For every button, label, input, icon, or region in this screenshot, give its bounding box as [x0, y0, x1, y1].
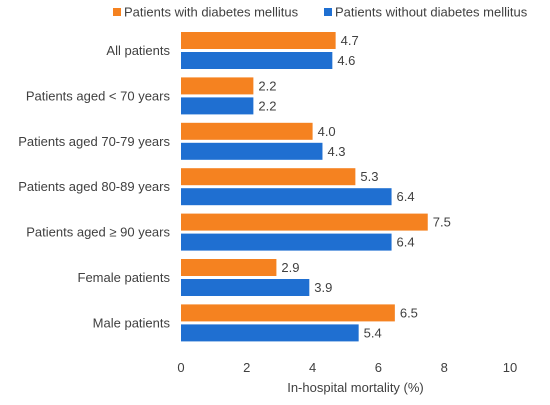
bar-without-diabetes-1	[181, 97, 254, 115]
x-axis-title: In-hospital mortality (%)	[287, 380, 424, 395]
bars-group	[181, 32, 428, 342]
category-labels: All patients Patients aged < 70 years Pati…	[18, 43, 170, 330]
x-tick-label-3: 6	[375, 360, 382, 375]
bar-with-diabetes-3	[181, 168, 356, 186]
x-tick-labels: 0 2 4 6 8 10	[177, 360, 517, 375]
x-tick-label-0: 0	[177, 360, 184, 375]
bar-without-diabetes-6	[181, 324, 359, 342]
bar-without-diabetes-4	[181, 233, 392, 251]
category-label-5: Female patients	[78, 270, 171, 285]
value-label-with-diabetes-1: 2.2	[258, 78, 276, 93]
bar-with-diabetes-0	[181, 32, 336, 49]
value-label-with-diabetes-2: 4.0	[318, 124, 336, 139]
value-label-with-diabetes-6: 6.5	[400, 305, 418, 320]
category-label-0: All patients	[106, 43, 170, 58]
x-tick-label-4: 8	[441, 360, 448, 375]
category-label-1: Patients aged < 70 years	[26, 88, 171, 103]
value-label-with-diabetes-0: 4.7	[341, 33, 359, 48]
legend-label-without-diabetes: Patients without diabetes mellitus	[335, 5, 528, 20]
category-label-3: Patients aged 80-89 years	[18, 179, 170, 194]
x-tick-label-2: 4	[309, 360, 316, 375]
bar-without-diabetes-2	[181, 142, 323, 160]
legend-swatch-with-diabetes	[113, 8, 121, 16]
value-label-with-diabetes-3: 5.3	[360, 169, 378, 184]
x-tick-label-5: 10	[503, 360, 517, 375]
value-label-without-diabetes-3: 6.4	[397, 189, 415, 204]
value-label-without-diabetes-4: 6.4	[397, 235, 415, 250]
legend-label-with-diabetes: Patients with diabetes mellitus	[124, 5, 299, 20]
category-label-2: Patients aged 70-79 years	[18, 134, 170, 149]
bar-without-diabetes-5	[181, 279, 310, 296]
value-label-without-diabetes-2: 4.3	[327, 144, 345, 159]
x-tick-label-1: 2	[243, 360, 250, 375]
value-label-without-diabetes-6: 5.4	[364, 325, 382, 340]
category-label-4: Patients aged ≥ 90 years	[26, 225, 170, 240]
bar-with-diabetes-2	[181, 122, 313, 140]
legend: Patients with diabetes mellitus Patients …	[113, 5, 528, 20]
value-label-without-diabetes-5: 3.9	[314, 280, 332, 295]
category-label-6: Male patients	[93, 315, 171, 330]
value-label-without-diabetes-1: 2.2	[258, 98, 276, 113]
bar-with-diabetes-5	[181, 259, 277, 276]
value-labels: 4.7 4.6 2.2 2.2 4.0 4.3 5.3 6.4 7.5 6.4 2.9 3.9 6.5 5…	[258, 33, 450, 340]
bar-without-diabetes-0	[181, 52, 333, 69]
value-label-without-diabetes-0: 4.6	[337, 53, 355, 68]
value-label-with-diabetes-5: 2.9	[281, 260, 299, 275]
bar-with-diabetes-4	[181, 213, 428, 231]
bar-without-diabetes-3	[181, 188, 392, 206]
bar-with-diabetes-6	[181, 304, 395, 322]
value-label-with-diabetes-4: 7.5	[433, 215, 451, 230]
legend-swatch-without-diabetes	[324, 8, 332, 16]
bar-with-diabetes-1	[181, 77, 254, 95]
